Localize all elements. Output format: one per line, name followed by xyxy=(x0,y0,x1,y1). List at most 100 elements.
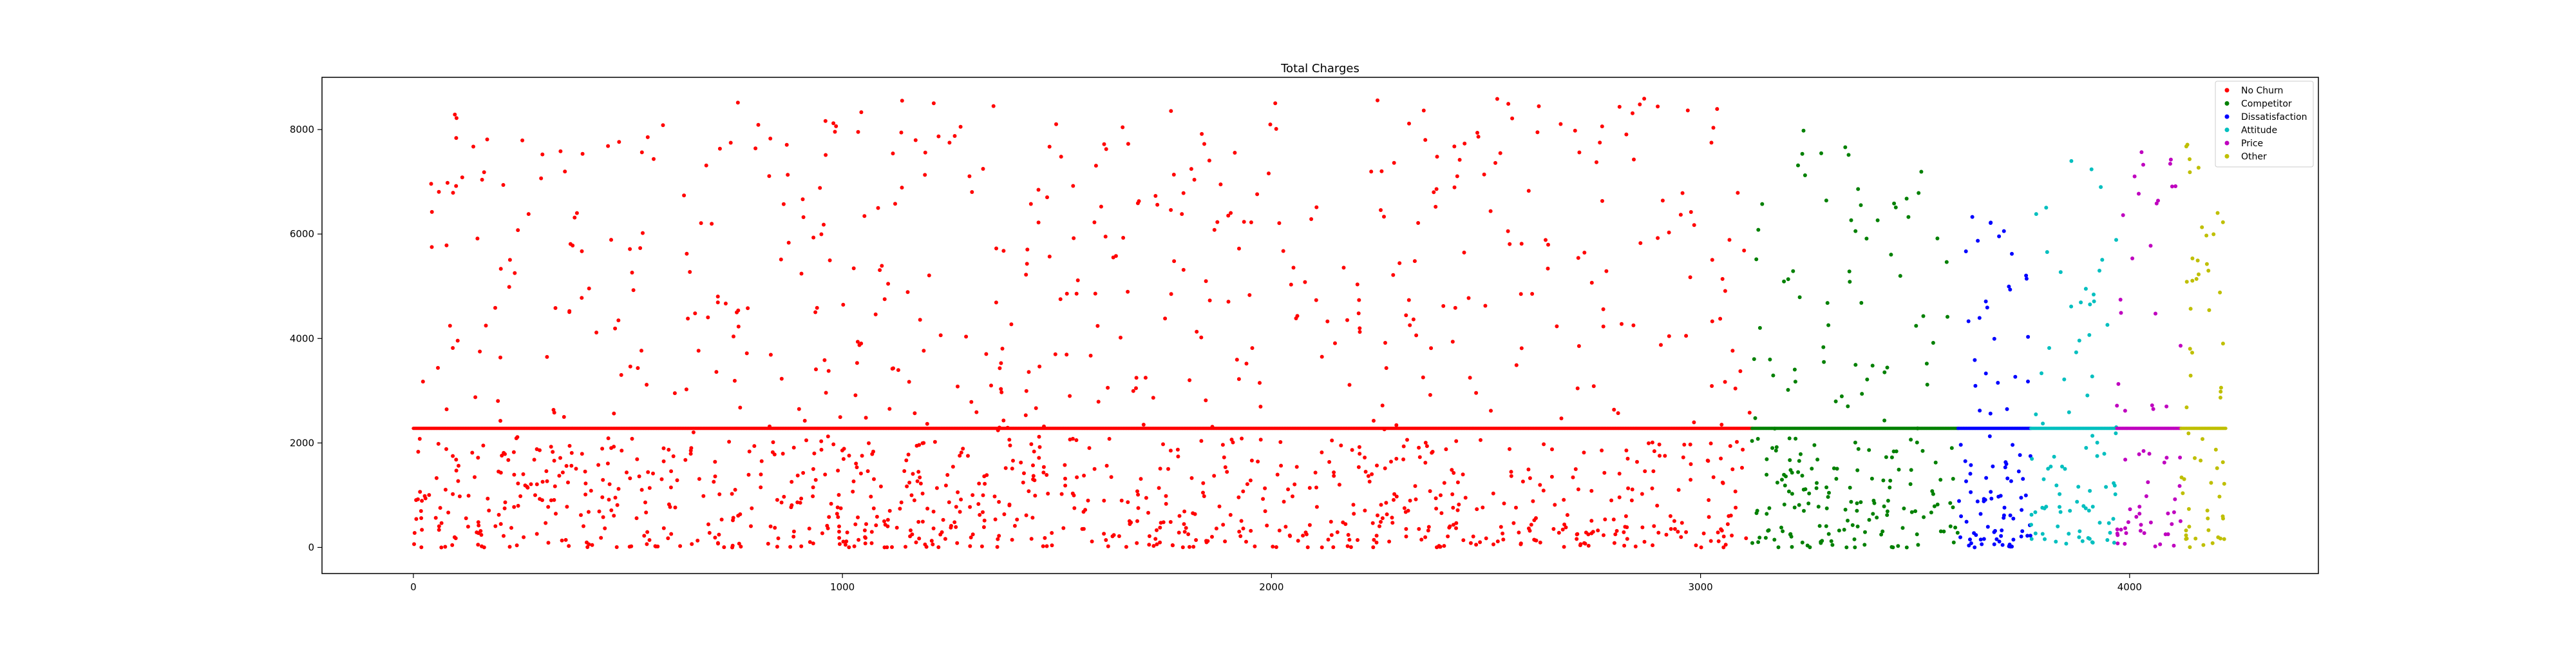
data-point xyxy=(1099,204,1103,209)
data-point xyxy=(2188,170,2192,175)
data-point xyxy=(1672,526,1677,531)
data-point xyxy=(869,494,873,499)
data-point xyxy=(2210,541,2215,545)
data-point xyxy=(1774,445,1779,449)
data-point xyxy=(1537,104,1541,108)
data-point xyxy=(1454,526,1458,530)
data-point xyxy=(1046,492,1050,496)
data-point xyxy=(1502,501,1506,506)
data-point xyxy=(1462,250,1466,255)
data-point xyxy=(1680,521,1684,525)
data-point xyxy=(970,190,974,194)
data-point xyxy=(819,439,824,443)
data-point xyxy=(750,506,754,510)
data-point xyxy=(580,249,584,253)
data-point xyxy=(982,518,987,523)
data-point xyxy=(573,215,577,220)
data-point xyxy=(1922,515,1926,519)
data-point xyxy=(1407,121,1411,126)
data-point xyxy=(1647,441,1651,445)
data-point xyxy=(1215,220,1220,224)
data-point xyxy=(1291,266,1296,270)
data-point xyxy=(1625,456,1630,461)
data-point xyxy=(1463,141,1467,146)
data-point xyxy=(943,537,947,541)
data-point xyxy=(2049,465,2053,468)
data-point xyxy=(590,543,594,547)
data-point xyxy=(1481,505,1485,510)
data-point xyxy=(669,532,674,536)
data-point xyxy=(1733,489,1738,494)
data-point xyxy=(2058,270,2063,275)
data-point xyxy=(1772,537,1777,542)
data-point xyxy=(1970,215,1975,219)
data-point xyxy=(1370,521,1375,525)
data-point xyxy=(1776,545,1781,550)
data-point xyxy=(1256,459,1260,464)
data-point xyxy=(580,452,584,456)
data-point xyxy=(454,116,459,121)
data-point xyxy=(887,508,892,513)
data-point xyxy=(580,151,585,156)
data-point xyxy=(2116,533,2120,537)
data-point xyxy=(1711,475,1716,479)
data-point xyxy=(938,333,943,338)
data-point xyxy=(1484,536,1488,541)
data-point xyxy=(1371,545,1376,550)
data-point xyxy=(1652,524,1656,528)
data-point xyxy=(2170,184,2174,189)
data-point xyxy=(1763,536,1768,540)
data-point xyxy=(1863,530,1867,534)
data-point xyxy=(1408,323,1412,327)
data-point xyxy=(1314,485,1318,490)
data-point xyxy=(1357,445,1361,449)
data-point xyxy=(1208,298,1212,303)
data-point xyxy=(1888,485,1892,490)
data-point xyxy=(1658,454,1662,458)
data-point xyxy=(1800,540,1804,545)
data-point xyxy=(1632,157,1636,162)
data-point xyxy=(1053,352,1057,356)
data-point xyxy=(1786,388,1790,392)
data-point xyxy=(1622,543,1627,548)
data-point xyxy=(1430,450,1434,455)
data-point xyxy=(1716,539,1721,543)
data-point xyxy=(2020,508,2024,512)
data-point xyxy=(2158,542,2163,546)
data-point xyxy=(2213,447,2218,452)
data-point xyxy=(880,264,884,268)
data-point xyxy=(818,186,822,190)
data-point xyxy=(600,495,605,499)
data-point xyxy=(736,324,741,329)
data-point xyxy=(668,485,673,490)
data-point xyxy=(722,545,726,550)
data-point xyxy=(540,152,545,157)
data-point xyxy=(535,532,539,536)
data-point xyxy=(1369,169,1374,174)
data-point xyxy=(523,483,527,488)
data-point xyxy=(993,517,998,521)
data-point xyxy=(917,536,922,541)
data-point xyxy=(1155,542,1159,546)
data-point xyxy=(1791,269,1795,273)
data-point xyxy=(1538,540,1542,545)
data-point xyxy=(2041,421,2045,426)
data-point xyxy=(1815,481,1819,485)
data-point xyxy=(1088,353,1093,358)
data-point xyxy=(1356,465,1361,469)
data-point xyxy=(902,469,907,473)
data-point xyxy=(746,306,750,311)
data-point xyxy=(918,318,922,322)
data-point xyxy=(2153,544,2157,548)
data-point xyxy=(1783,483,1787,488)
data-point xyxy=(1544,238,1548,242)
data-point xyxy=(931,509,936,514)
data-point xyxy=(2115,403,2119,408)
data-point xyxy=(535,482,539,487)
data-point xyxy=(478,349,482,354)
data-point xyxy=(706,522,710,526)
data-point xyxy=(823,119,828,123)
data-point xyxy=(1347,537,1352,542)
data-point xyxy=(2047,346,2051,350)
data-point xyxy=(1451,523,1455,527)
